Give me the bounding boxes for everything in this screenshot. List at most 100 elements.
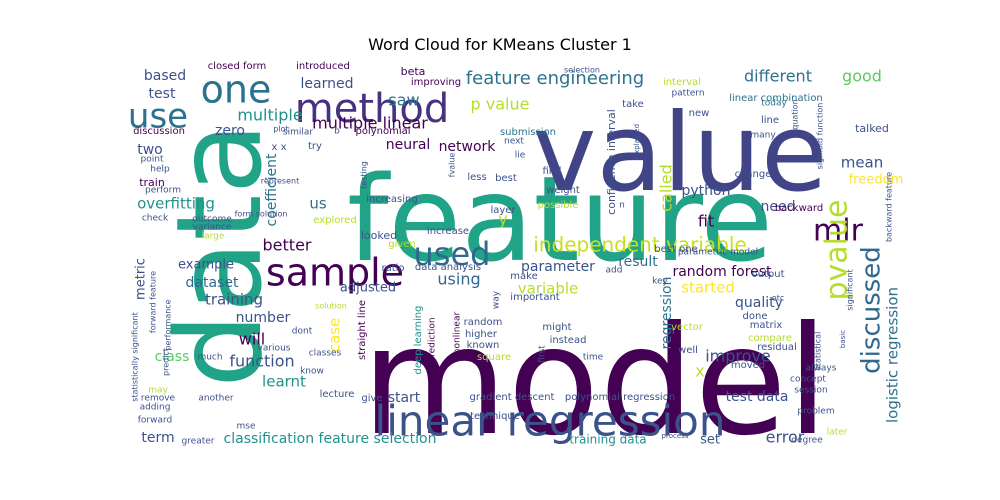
word-random: random <box>464 317 503 328</box>
word-technique: technique <box>470 411 520 422</box>
word-try: try <box>308 141 322 152</box>
word-explored: explored <box>313 215 357 226</box>
word-prediction: prediction <box>428 317 438 362</box>
word-ratio: ratio <box>381 263 404 274</box>
word-start: start <box>388 390 421 406</box>
word-given: given <box>388 239 416 250</box>
word-weight: weight <box>546 185 580 196</box>
word-give: give <box>361 393 382 404</box>
word-discussion: discussion <box>133 126 185 137</box>
word-confidence-interval: confidence interval <box>605 109 618 215</box>
word-sigmoid-function: sigmoid function <box>816 103 825 170</box>
word-function: function <box>229 352 294 371</box>
word-find: find <box>543 166 562 177</box>
word-take: take <box>622 99 644 110</box>
word-solution: solution <box>315 302 347 311</box>
word-matrix: matrix <box>750 320 783 331</box>
word-line: line <box>761 115 779 126</box>
word-n: n <box>619 201 625 211</box>
word-point: point <box>141 155 164 165</box>
word-always: always <box>806 364 837 374</box>
word-x: x <box>695 362 704 381</box>
word-make: make <box>510 271 537 282</box>
word-another: another <box>198 394 233 404</box>
word-data: data <box>150 122 288 388</box>
word-time: time <box>583 353 604 363</box>
word-process: process <box>662 432 689 440</box>
word-residual: residual <box>757 342 797 353</box>
word-significant: significant <box>846 269 855 310</box>
word-concept: concept <box>790 375 826 385</box>
word-session: session <box>794 386 827 396</box>
word-train: train <box>139 176 165 189</box>
word-improving: improving <box>411 77 461 88</box>
word-class: class <box>155 349 190 365</box>
word-introduced: introduced <box>296 61 350 72</box>
word-beta: beta <box>401 65 426 78</box>
word-metric: metric <box>134 258 149 300</box>
word-add: add <box>606 266 623 276</box>
word-training-data: training data <box>569 433 646 447</box>
word-closed-form: closed form <box>208 61 267 72</box>
word-classification-feature-selection: classification feature selection <box>224 431 437 447</box>
word-sample: sample <box>266 251 404 295</box>
word-equation: equation <box>791 99 800 134</box>
word-improve: improve <box>705 347 771 366</box>
word-degree: degree <box>791 436 823 446</box>
word-best-one: best one <box>654 244 697 255</box>
word-interval: interval <box>663 77 701 88</box>
word-gradient-descent: gradient descent <box>470 392 555 403</box>
word-large: large <box>202 232 225 242</box>
word-used: used <box>414 235 491 273</box>
word-linear-regression: linear regression <box>375 397 726 446</box>
word-increasing: increasing <box>366 194 417 205</box>
word-fit: fit <box>698 212 714 231</box>
word-etc: etc <box>772 294 784 303</box>
word-layer: layer <box>490 205 516 216</box>
word-test-data: test data <box>726 389 789 405</box>
word-better: better <box>263 236 312 255</box>
word-parametric-model: parametric model <box>678 248 758 258</box>
word-discussed: discussed <box>857 246 887 374</box>
word-increase: increase <box>427 226 469 237</box>
word-random-forest: random forest <box>672 264 772 280</box>
word-testing: testing <box>360 161 369 189</box>
word-remove: remove <box>141 394 176 404</box>
word-feature-engineering: feature engineering <box>466 68 644 89</box>
word-known: known <box>467 340 500 351</box>
word-value: value <box>533 91 828 216</box>
word-change: change <box>735 169 772 180</box>
cloud-background <box>125 60 900 445</box>
word-linear-combination: linear combination <box>729 93 823 104</box>
word-various: various <box>258 344 291 354</box>
word-less: less <box>467 172 486 183</box>
word-regression: regression <box>659 277 675 350</box>
word-called: called <box>657 164 676 212</box>
word-use: use <box>128 97 188 137</box>
word-much: much <box>197 353 222 363</box>
word-well: well <box>678 345 698 356</box>
word-performance: performance <box>164 299 173 350</box>
word-check: check <box>142 214 169 224</box>
word-statistical: statistical <box>814 332 823 371</box>
word-backward: backward <box>775 203 823 214</box>
word-started: started <box>681 279 735 297</box>
word-explained: explained <box>633 124 641 158</box>
word-neural: neural <box>386 137 431 153</box>
word-freedom: freedom <box>849 173 904 188</box>
word-mlr: mlr <box>813 214 864 249</box>
word-may: may <box>148 386 168 396</box>
word-saw: saw <box>388 91 419 110</box>
word-help: help <box>150 165 170 175</box>
word-possible: possible <box>538 200 579 211</box>
word-term: term <box>141 430 174 446</box>
word-case: case <box>326 318 344 352</box>
word-one: one <box>201 68 272 112</box>
word-b: b <box>334 127 340 137</box>
word-based: based <box>144 68 186 84</box>
word-independent-variable: independent variable <box>533 233 746 257</box>
word-similar: similar <box>283 128 313 138</box>
word-later: later <box>827 428 848 438</box>
word-key: key <box>652 277 668 287</box>
word-greater: greater <box>181 437 214 447</box>
